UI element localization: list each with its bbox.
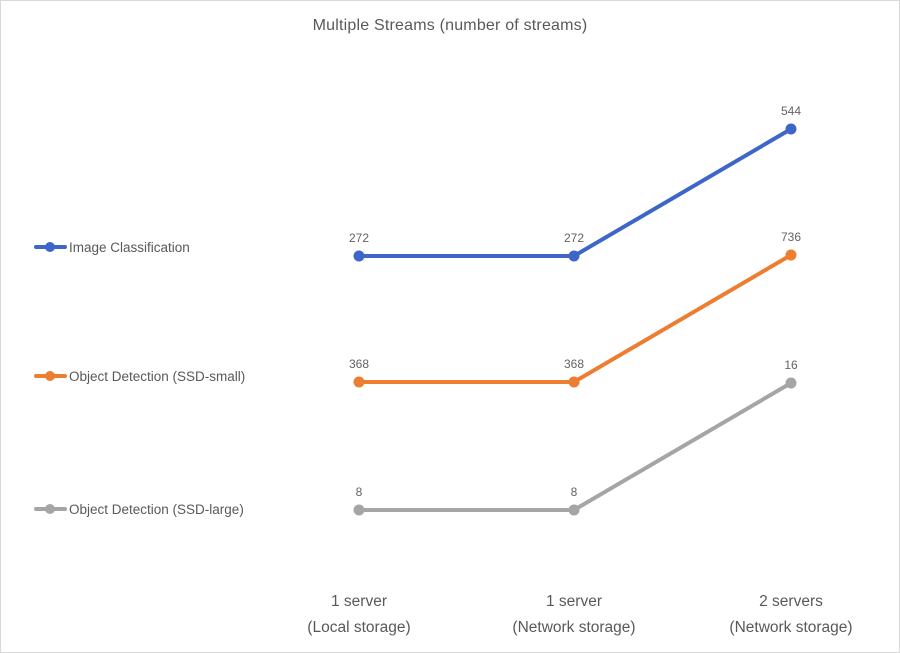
legend-label: Image Classification — [69, 239, 190, 255]
data-point-marker — [353, 250, 365, 262]
legend-item-object-detection-ssd-large: Object Detection (SSD-large) — [34, 499, 244, 519]
data-point-marker — [785, 377, 797, 389]
line-marker-icon — [34, 237, 67, 257]
chart-title: Multiple Streams (number of streams) — [312, 17, 588, 34]
line-marker-icon — [34, 499, 67, 519]
data-label: 272 — [349, 231, 369, 245]
legend-label: Object Detection (SSD-large) — [69, 501, 244, 517]
data-label: 544 — [781, 104, 801, 118]
legend-item-image-classification: Image Classification — [34, 237, 190, 257]
data-point-marker — [353, 504, 365, 516]
line-marker-icon — [34, 366, 67, 386]
data-point-marker — [568, 250, 580, 262]
data-point-marker — [568, 504, 580, 516]
data-label: 8 — [571, 485, 578, 499]
data-label: 16 — [784, 358, 798, 372]
data-label: 368 — [349, 357, 369, 371]
x-axis-label-2-servers-network-storage: 2 servers (Network storage) — [729, 593, 853, 636]
data-label: 368 — [564, 357, 584, 371]
data-point-marker — [785, 249, 797, 261]
data-point-marker — [785, 123, 797, 135]
x-axis-label-1-server-local-storage: 1 server (Local storage) — [307, 593, 411, 636]
legend-label: Object Detection (SSD-small) — [69, 368, 246, 384]
data-label: 272 — [564, 231, 584, 245]
x-axis-label-1-server-network-storage: 1 server (Network storage) — [512, 593, 636, 636]
legend-item-object-detection-ssd-small: Object Detection (SSD-small) — [34, 366, 245, 386]
data-label: 8 — [356, 485, 363, 499]
data-point-marker — [353, 376, 365, 388]
data-point-marker — [568, 376, 580, 388]
data-label: 736 — [781, 230, 801, 244]
